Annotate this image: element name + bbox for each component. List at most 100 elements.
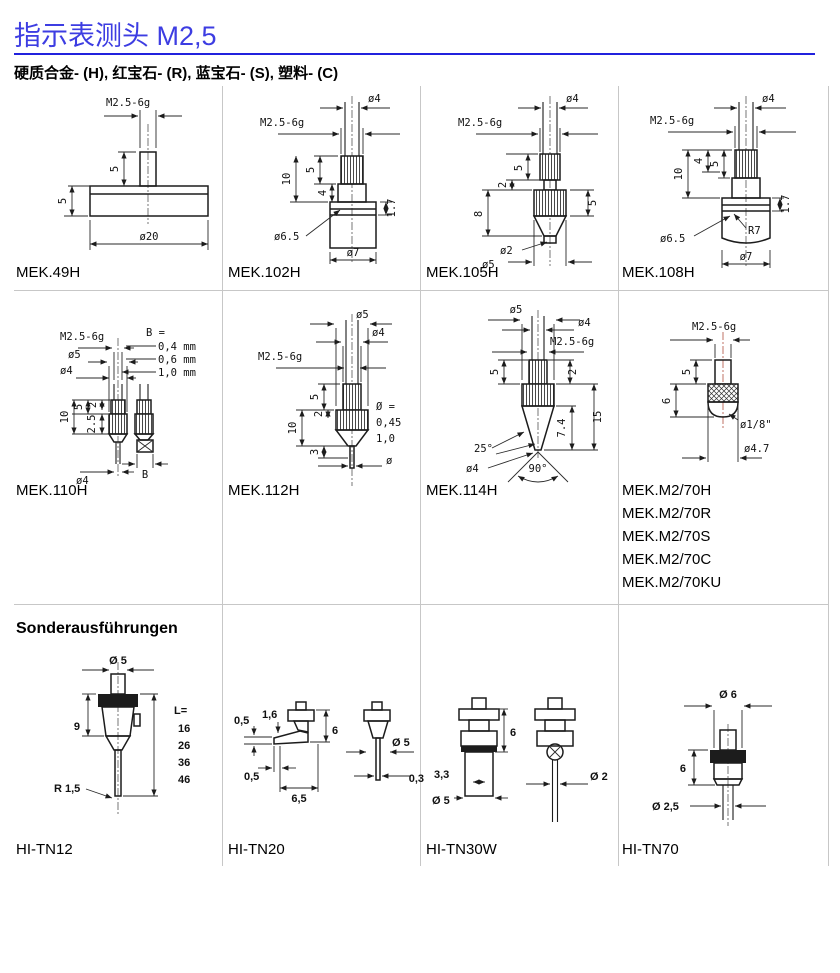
note-label: 0,45 <box>376 417 401 429</box>
dim-label: ø4 <box>762 93 775 105</box>
dim-label: 10 <box>281 173 293 186</box>
product-label: MEK.M2/70KU <box>622 574 722 591</box>
product-label: HI-TN30W <box>426 841 497 858</box>
drawing-mek-m2-70: M2.5-6g 5 6 ø1/8" ø4.7 <box>661 321 772 462</box>
dim-label: ø5 <box>68 349 81 361</box>
dim-label: 10 <box>287 422 299 435</box>
product-label: HI-TN12 <box>16 841 73 858</box>
product-label: MEK.M2/70S <box>622 528 711 545</box>
product-label: HI-TN20 <box>228 841 285 858</box>
dim-label: 5 <box>587 200 599 206</box>
drawing-hi-tn30w: 6 3,3 Ø 5 Ø 2 <box>432 697 608 822</box>
dim-label: ø4 <box>566 93 579 105</box>
dim-label: 2 <box>87 402 99 408</box>
probe-outline <box>273 701 391 781</box>
dim-label: 2 <box>567 369 579 375</box>
probe-outline <box>532 96 568 266</box>
dim-label: 8 <box>473 211 485 217</box>
probe-outline <box>89 124 209 224</box>
dim-label: 0,5 <box>234 715 249 727</box>
drawing-mek-112h: ø5 ø4 M2.5-6g 5 2 10 3 Ø = 0,45 1,0 ø <box>258 309 401 486</box>
product-label: MEK.112H <box>228 482 300 499</box>
dim-label: M2.5-6g <box>550 336 594 348</box>
probe-outline <box>107 338 155 476</box>
dimension-lines <box>476 105 598 266</box>
dim-label: 5 <box>709 161 721 167</box>
dim-label: ø4 <box>368 93 381 105</box>
probe-outline <box>721 96 771 266</box>
column-divider <box>222 86 223 866</box>
dim-label: 15 <box>592 411 604 424</box>
dim-label: Ø 6 <box>719 689 737 701</box>
product-label: MEK.108H <box>622 264 695 281</box>
dim-label: 10 <box>59 411 71 424</box>
note-label: 16 <box>178 723 190 735</box>
title-rule <box>14 53 815 55</box>
product-label: MEK.110H <box>16 482 88 499</box>
drawing-mek-105h: ø4 M2.5-6g 2 5 8 5 ø2 ø5 <box>458 93 599 271</box>
dim-label: 5 <box>489 369 501 375</box>
dimension-lines <box>64 110 209 250</box>
dim-label: ø4 <box>60 365 73 377</box>
dim-label: 6 <box>510 727 516 739</box>
dim-label: ø4 <box>466 463 479 475</box>
dim-label: ø5 <box>356 309 369 321</box>
dim-label: 6,5 <box>291 793 306 805</box>
product-label: MEK.M2/70R <box>622 505 712 522</box>
dim-label: 90° <box>529 463 548 475</box>
probe-outline <box>710 724 746 826</box>
dim-label: B <box>142 469 148 481</box>
probe-outline <box>507 310 569 483</box>
dim-label: 25° <box>474 443 493 455</box>
probe-outline <box>707 332 739 428</box>
dim-label: Ø 5 <box>432 795 450 807</box>
dim-label: R 1,5 <box>54 783 80 795</box>
dim-label: ø7 <box>347 247 360 259</box>
note-label: Ø = <box>376 401 395 413</box>
drawing-mek-102h: ø4 M2.5-6g 5 10 4 1.7 ø6.5 ø7 <box>260 93 400 264</box>
dim-label: 1,6 <box>262 709 277 721</box>
dim-label: M2.5-6g <box>458 117 502 129</box>
dim-label: 2 <box>313 411 325 417</box>
dim-label: M2.5-6g <box>650 115 694 127</box>
dimension-lines <box>454 708 588 801</box>
product-label: MEK.M2/70C <box>622 551 712 568</box>
product-label: MEK.114H <box>426 482 498 499</box>
dim-label: 0,5 <box>244 771 259 783</box>
dim-label: 6 <box>332 725 338 737</box>
probe-outline <box>334 314 370 486</box>
dim-label: M2.5-6g <box>260 117 304 129</box>
dim-label: Ø 2,5 <box>652 801 679 813</box>
page-title: 指示表测头 M2,5 <box>14 21 217 51</box>
drawing-hi-tn12: Ø 5 9 R 1,5 L= 16 26 36 46 <box>54 655 190 814</box>
dim-label: ø5 <box>510 304 523 316</box>
dim-label: ø4 <box>578 317 591 329</box>
dim-label: 4 <box>693 158 705 164</box>
product-label: HI-TN70 <box>622 841 679 858</box>
product-label: MEK.102H <box>228 264 301 281</box>
dim-label: ø20 <box>140 231 159 243</box>
dimension-lines <box>278 105 400 264</box>
dim-label: 10 <box>673 168 685 181</box>
drawing-hi-tn20: 0,5 1,6 6 0,5 6,5 Ø 5 0,3 <box>234 701 424 805</box>
dim-label: 5 <box>109 166 121 172</box>
dim-label: M2.5-6g <box>692 321 736 333</box>
probe-outline <box>458 697 576 822</box>
dim-label: ø4 <box>372 327 385 339</box>
note-label: 1,0 <box>376 433 395 445</box>
dim-label: ø7 <box>740 251 753 263</box>
dim-label: ø4 <box>76 475 89 487</box>
note-label: 46 <box>178 774 190 786</box>
drawing-mek-49h: M2.5-6g 5 5 ø20 <box>57 97 209 250</box>
note-label: B = <box>146 327 165 339</box>
dim-label: 6 <box>661 398 673 404</box>
row-divider <box>14 604 828 605</box>
dim-label: M2.5-6g <box>258 351 302 363</box>
product-label: MEK.49H <box>16 264 81 281</box>
product-label: MEK.M2/70H <box>622 482 712 499</box>
dim-label: ø6.5 <box>660 233 685 245</box>
dim-label: R7 <box>748 225 761 237</box>
dim-label: 1.7 <box>386 199 398 218</box>
product-label: MEK.105H <box>426 264 499 281</box>
